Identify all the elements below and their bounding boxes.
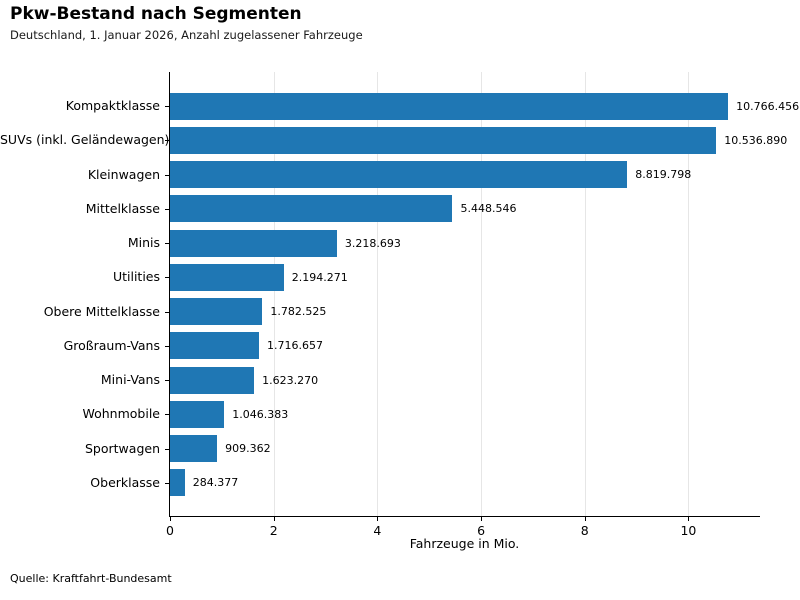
bar: [170, 195, 453, 223]
category-label: Obere Mittelklasse: [43, 303, 160, 319]
y-tick-mark: [165, 208, 169, 210]
bar-value-label: 284.377: [192, 476, 239, 490]
y-tick-mark: [165, 174, 169, 176]
gridline: [584, 72, 586, 516]
chart-title: Pkw-Bestand nach Segmenten: [10, 4, 302, 24]
bar: [170, 435, 218, 463]
bar: [170, 92, 729, 120]
bar: [170, 400, 225, 428]
category-label: Wohnmobile: [82, 406, 160, 422]
bar: [170, 332, 259, 360]
x-tick-mark: [481, 517, 483, 521]
x-axis-label: Fahrzeuge in Mio.: [409, 536, 520, 551]
bar-value-label: 1.046.383: [232, 407, 289, 421]
bar-value-label: 8.819.798: [635, 168, 692, 182]
gridline: [377, 72, 379, 516]
x-tick-mark: [584, 517, 586, 521]
x-tick-label: 4: [373, 523, 382, 538]
x-tick-label: 0: [166, 523, 174, 538]
gridline: [481, 72, 483, 516]
y-tick-mark: [165, 414, 169, 416]
chart-subtitle: Deutschland, 1. Januar 2026, Anzahl zuge…: [10, 28, 363, 42]
y-tick-mark: [165, 345, 169, 347]
y-tick-mark: [165, 311, 169, 313]
category-label: Kompaktklasse: [65, 98, 160, 114]
bar: [170, 126, 717, 154]
category-label: Mittelklasse: [85, 200, 160, 216]
category-label: Utilities: [112, 269, 160, 285]
x-tick-mark: [170, 517, 171, 521]
category-label: Sportwagen: [85, 440, 160, 456]
bar-value-label: 1.782.525: [270, 305, 327, 319]
bar: [170, 161, 628, 189]
bar-value-label: 3.218.693: [344, 236, 401, 250]
y-tick-mark: [165, 277, 169, 279]
y-tick-mark: [165, 243, 169, 245]
category-label: Großraum-Vans: [63, 337, 160, 353]
bar-value-label: 1.623.270: [262, 373, 319, 387]
bar-value-label: 10.766.456: [736, 99, 800, 113]
category-label: Minis: [127, 235, 160, 251]
y-tick-mark: [165, 380, 169, 382]
y-tick-mark: [165, 106, 169, 108]
x-tick-label: 2: [269, 523, 278, 538]
source-note: Quelle: Kraftfahrt-Bundesamt: [10, 572, 172, 585]
x-tick-label: 10: [680, 523, 697, 538]
category-label: Oberklasse: [90, 474, 160, 490]
category-label: Kleinwagen: [87, 166, 160, 182]
gridline: [273, 72, 275, 516]
bar-value-label: 10.536.890: [724, 133, 788, 147]
x-tick-label: 6: [477, 523, 486, 538]
x-tick-mark: [377, 517, 379, 521]
category-label: SUVs (inkl. Geländewagen): [0, 132, 170, 148]
category-label: Mini-Vans: [100, 372, 160, 388]
bar-value-label: 2.194.271: [291, 270, 348, 284]
plot-area: 10.766.456 10.536.890 8.819.798 5.448.546 3.…: [165, 72, 799, 538]
x-tick-mark: [688, 517, 690, 521]
bar: [170, 263, 284, 291]
y-tick-mark: [165, 448, 169, 450]
bar-value-label: 5.448.546: [460, 202, 517, 216]
x-tick-label: 8: [580, 523, 589, 538]
y-tick-mark: [165, 482, 169, 484]
gridline: [688, 72, 690, 516]
bar: [170, 298, 263, 326]
bar: [170, 469, 185, 497]
x-tick-mark: [273, 517, 275, 521]
bar: [170, 229, 337, 257]
bar: [170, 366, 255, 394]
bar-value-label: 909.362: [225, 442, 271, 456]
bar-value-label: 1.716.657: [266, 339, 323, 353]
y-tick-mark: [165, 140, 169, 142]
